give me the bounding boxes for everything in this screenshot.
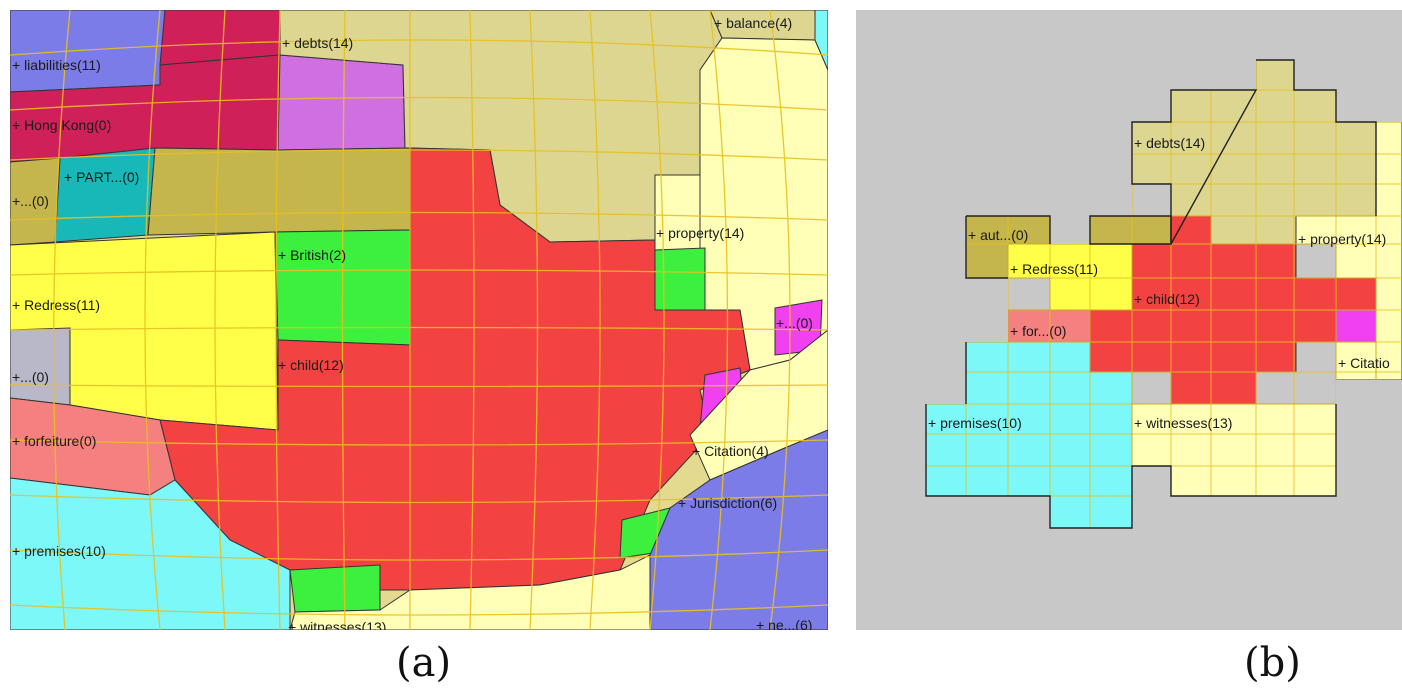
label-b-property: + property(14) (1298, 231, 1386, 247)
fisheye-grid (10, 10, 828, 630)
label-b-citation: + Citatio (1338, 355, 1390, 371)
region-dots2[interactable] (10, 327, 71, 406)
label-dots-right: +...(0) (776, 315, 813, 331)
region-part[interactable] (54, 147, 156, 243)
label-child: + child(12) (278, 357, 344, 373)
label-property: + property(14) (656, 225, 744, 241)
label-dots2: +...(0) (12, 369, 49, 385)
label-redress: + Redress(11) (12, 297, 100, 313)
label-b-aut: + aut...(0) (968, 227, 1028, 243)
label-hongkong: + Hong Kong(0) (12, 117, 111, 133)
label-debts: + debts(14) (282, 35, 353, 51)
label-b-debts: + debts(14) (1134, 135, 1205, 151)
label-b-premises: + premises(10) (928, 415, 1022, 431)
label-british: + British(2) (278, 247, 346, 263)
cell-olive-right[interactable] (1089, 215, 1172, 245)
label-bottom-right: + ne...(6) (756, 617, 812, 630)
region-premises[interactable] (10, 477, 291, 630)
cell-redress[interactable] (1007, 243, 1133, 311)
region-witnesses[interactable] (289, 554, 651, 630)
region-green-right[interactable] (654, 247, 706, 311)
label-liabilities: + liabilities(11) (12, 57, 101, 73)
region-liabilities[interactable] (10, 10, 166, 93)
label-balance: + balance(4) (714, 15, 792, 31)
region-olive-band[interactable] (147, 147, 411, 236)
region-debts-violet[interactable] (277, 54, 406, 151)
treemap-detail: + debts(14) + aut...(0) + property(14) +… (856, 10, 1402, 630)
label-b-witnesses: + witnesses(13) (1134, 415, 1232, 431)
label-dots1: +...(0) (12, 193, 49, 209)
label-citation: + Citation(4) (692, 443, 769, 459)
label-b-redress: + Redress(11) (1010, 261, 1098, 277)
label-b-child: + child(12) (1134, 291, 1200, 307)
fisheye-treemap-panel: + debts(14) + balance(4) + liabilities(1… (10, 10, 828, 630)
cell-magenta[interactable] (1335, 309, 1377, 343)
background-mask (856, 10, 1402, 630)
fisheye-treemap: + debts(14) + balance(4) + liabilities(1… (10, 10, 828, 630)
label-b-for: + for...(0) (1010, 323, 1066, 339)
label-forfeiture: + forfeiture(0) (12, 433, 96, 449)
label-witnesses: + witnesses(13) (288, 619, 386, 630)
region-green-bottom[interactable] (289, 564, 381, 613)
label-premises: + premises(10) (12, 543, 106, 559)
label-jurisdiction: + Jurisdiction(6) (678, 495, 777, 511)
treemap-detail-panel: + debts(14) + aut...(0) + property(14) +… (856, 10, 1402, 630)
region-jurisdiction[interactable] (649, 429, 828, 630)
cell-outlines (925, 59, 1377, 529)
caption-a: (a) (396, 640, 452, 686)
caption-b: (b) (1244, 640, 1301, 686)
label-part: + PART...(0) (64, 169, 139, 185)
